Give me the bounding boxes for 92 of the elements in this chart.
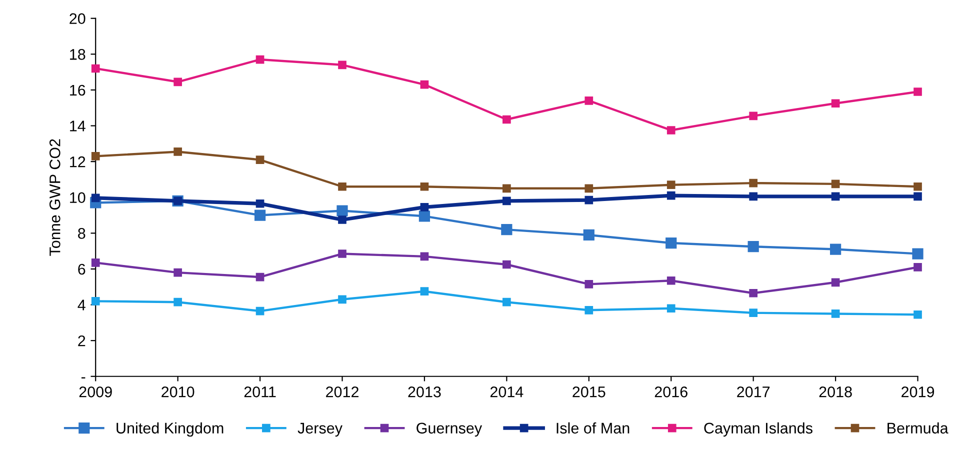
point — [749, 112, 758, 120]
point — [338, 216, 346, 224]
point — [338, 250, 346, 258]
point — [666, 237, 677, 249]
x-tick-label: 2019 — [902, 386, 934, 398]
y-tick-label: 14 — [70, 120, 86, 132]
legend-label: Isle of Man — [556, 422, 630, 434]
point — [256, 306, 264, 316]
point — [256, 55, 264, 64]
point — [174, 298, 182, 306]
point — [418, 210, 430, 222]
point — [831, 310, 840, 318]
point — [914, 192, 922, 201]
point — [749, 308, 758, 317]
point — [749, 178, 758, 188]
x-tick-label: 2017 — [737, 386, 770, 398]
point — [502, 184, 511, 193]
point — [584, 184, 594, 193]
point — [91, 152, 100, 160]
point — [336, 205, 348, 216]
y-tick-label: 6 — [78, 264, 86, 275]
point — [174, 78, 182, 86]
legend-label: Jersey — [298, 422, 342, 437]
point — [502, 115, 511, 124]
point — [420, 252, 429, 261]
point — [749, 288, 758, 298]
point — [748, 241, 759, 252]
point — [584, 306, 594, 314]
x-tick-label: 2010 — [162, 386, 194, 398]
point — [420, 203, 429, 212]
point — [338, 295, 346, 304]
point — [254, 210, 266, 221]
x-tick-label: 2015 — [572, 386, 606, 398]
point — [502, 298, 511, 306]
point — [256, 156, 264, 164]
point — [666, 191, 676, 200]
y-tick-label: 18 — [70, 49, 86, 60]
x-tick-label: 2018 — [819, 386, 852, 398]
point — [914, 88, 922, 96]
point — [420, 80, 429, 89]
point — [420, 287, 429, 296]
point — [338, 60, 346, 70]
x-tick-label: 2012 — [326, 386, 358, 398]
x-tick-label: 2013 — [408, 386, 441, 398]
point — [914, 263, 922, 272]
x-tick-label: 2011 — [244, 386, 276, 398]
y-tick-label: 10 — [70, 192, 86, 204]
point — [91, 194, 100, 202]
point — [501, 224, 512, 236]
point — [174, 268, 182, 277]
y-axis-title: Tonne GWP CO2 — [49, 139, 60, 256]
y-tick-label: 12 — [70, 156, 86, 168]
legend-label: United Kingdom — [116, 422, 224, 437]
y-tick-label: 20 — [70, 13, 86, 24]
point — [583, 229, 594, 241]
point — [502, 260, 511, 269]
point — [91, 297, 100, 306]
point — [584, 96, 594, 105]
point — [666, 276, 676, 285]
point — [831, 99, 840, 108]
legend-label: Guernsey — [416, 422, 482, 437]
point — [831, 192, 840, 201]
legend-label: Bermuda — [888, 422, 948, 434]
point — [91, 258, 100, 267]
x-tick-label: 2016 — [654, 386, 688, 398]
point — [666, 126, 676, 134]
x-tick-label: 2009 — [79, 386, 112, 398]
point — [914, 182, 922, 191]
point — [831, 278, 840, 287]
point — [420, 182, 429, 191]
point — [584, 280, 594, 288]
y-tick-label: 16 — [70, 84, 86, 96]
point — [666, 304, 676, 313]
point — [338, 182, 346, 191]
y-tick-label: - — [81, 377, 86, 378]
point — [830, 244, 842, 255]
point — [502, 196, 511, 206]
point — [914, 310, 922, 319]
x-tick-label: 2014 — [490, 386, 524, 398]
y-tick-label: 8 — [78, 228, 86, 239]
y-tick-label: 4 — [78, 300, 86, 310]
legend-label: Cayman Islands — [704, 422, 812, 437]
point — [749, 192, 758, 201]
point — [666, 180, 676, 190]
point — [91, 64, 100, 73]
y-tick-label: 2 — [78, 335, 86, 346]
point — [584, 196, 594, 204]
point — [912, 248, 924, 260]
point — [831, 180, 840, 188]
point — [174, 148, 182, 156]
point — [256, 272, 264, 282]
point — [256, 199, 264, 208]
